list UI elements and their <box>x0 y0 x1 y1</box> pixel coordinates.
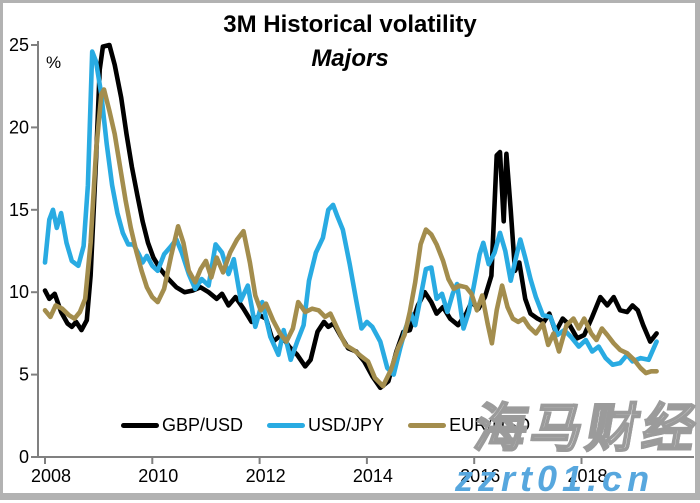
gbpusd-line-swatch <box>121 423 159 428</box>
legend-item-eurusd: EUR/USD <box>408 415 530 436</box>
y-axis-tick-label: 25 <box>9 35 29 55</box>
y-axis-tick-label: 20 <box>9 117 29 137</box>
legend-label-gbpusd: GBP/USD <box>162 415 244 435</box>
legend-item-gbpusd: GBP/USD <box>121 415 243 436</box>
y-axis-tick-label: 0 <box>19 447 29 467</box>
legend-label-usdjpy: USD/JPY <box>308 415 385 435</box>
chart-legend: GBP/USD USD/JPY EUR/USD <box>121 415 530 436</box>
legend-item-usdjpy: USD/JPY <box>267 415 384 436</box>
chart-subtitle: Majors <box>311 45 389 72</box>
x-axis-tick-label: 2008 <box>31 466 71 486</box>
x-axis-tick-label: 2016 <box>460 466 500 486</box>
watermark-brand-text: 海马财经 <box>469 399 700 459</box>
y-axis-unit-label: % <box>46 53 61 72</box>
x-axis-tick-label: 2010 <box>138 466 178 486</box>
series-line-usdjpy <box>42 49 659 377</box>
volatility-line-chart: 0 5 10 15 20 25 2008 2010 2012 2014 2016 2018% <box>9 35 694 486</box>
y-axis-tick-label: 10 <box>9 282 29 302</box>
watermark-url-text: zzrt01.cn <box>455 458 655 499</box>
usdjpy-line-swatch <box>267 423 306 428</box>
legend-label-eurusd: EUR/USD <box>449 415 531 435</box>
x-axis-tick-label: 2012 <box>246 466 286 486</box>
x-axis-tick-label: 2014 <box>353 466 393 486</box>
series-line-eurusd <box>42 87 659 389</box>
x-axis-tick-label: 2018 <box>567 466 607 486</box>
y-axis-tick-label: 5 <box>19 365 29 385</box>
eurusd-line-swatch <box>408 423 447 428</box>
chart-title: 3M Historical volatility <box>223 11 477 38</box>
y-axis-tick-label: 15 <box>9 200 29 220</box>
